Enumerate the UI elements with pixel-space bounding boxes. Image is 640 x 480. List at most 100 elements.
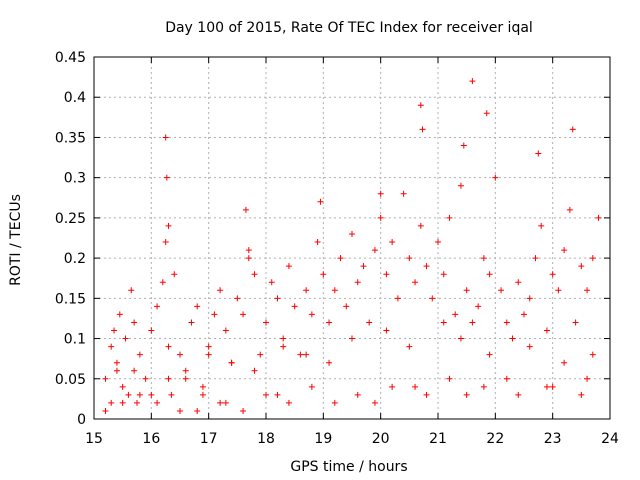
data-point xyxy=(486,351,493,358)
data-point xyxy=(509,335,516,342)
data-point xyxy=(549,271,556,278)
data-point xyxy=(555,287,562,294)
data-point xyxy=(194,407,201,414)
data-point xyxy=(148,391,155,398)
x-tick-label: 19 xyxy=(314,431,332,447)
x-axis-label: GPS time / hours xyxy=(290,459,407,475)
data-point xyxy=(469,319,476,326)
data-point xyxy=(285,399,292,406)
data-point xyxy=(394,295,401,302)
data-point xyxy=(119,383,126,390)
data-point xyxy=(297,351,304,358)
y-tick-label: 0.15 xyxy=(55,291,86,307)
data-point xyxy=(486,271,493,278)
data-point xyxy=(331,399,338,406)
data-points xyxy=(102,78,602,414)
data-point xyxy=(136,391,143,398)
data-point xyxy=(222,327,229,334)
data-point xyxy=(111,327,118,334)
x-tick-label: 16 xyxy=(142,431,160,447)
data-point xyxy=(303,287,310,294)
data-point xyxy=(360,263,367,270)
data-point xyxy=(354,391,361,398)
data-point xyxy=(113,367,120,374)
data-point xyxy=(263,391,269,398)
data-point xyxy=(457,182,464,189)
data-point xyxy=(317,198,324,205)
data-point xyxy=(280,335,287,342)
data-point xyxy=(131,319,138,326)
data-point xyxy=(125,391,132,398)
data-point xyxy=(242,206,249,213)
data-point xyxy=(406,255,413,262)
data-point xyxy=(308,311,315,318)
data-point xyxy=(182,375,189,382)
data-point xyxy=(217,399,224,406)
data-point xyxy=(371,399,378,406)
data-point xyxy=(102,407,109,414)
data-point xyxy=(159,279,166,286)
data-point xyxy=(171,271,178,278)
data-point xyxy=(446,375,453,382)
data-point xyxy=(199,383,206,390)
data-point xyxy=(569,126,576,133)
data-point xyxy=(240,311,247,318)
data-point xyxy=(326,319,333,326)
data-point xyxy=(417,102,424,109)
data-point xyxy=(177,351,183,358)
data-point xyxy=(566,206,573,213)
data-point xyxy=(228,359,235,366)
x-tick-label: 22 xyxy=(486,431,504,447)
data-point xyxy=(561,247,568,254)
plot-frame xyxy=(93,56,611,420)
data-point xyxy=(371,247,378,254)
data-point xyxy=(400,190,407,197)
data-point xyxy=(134,399,140,406)
data-point xyxy=(532,255,539,262)
data-point xyxy=(492,174,499,181)
x-tick-label: 17 xyxy=(200,431,218,447)
data-point xyxy=(108,399,115,406)
data-point xyxy=(257,351,264,358)
data-point xyxy=(366,319,373,326)
data-point xyxy=(423,263,430,270)
x-tick-label: 24 xyxy=(601,431,619,447)
axis-ticks: 15 16 17 18 19 20 21 22 23 24 0 0.05 0.1 0.15 0.2 0.25 0… xyxy=(55,50,619,447)
data-point xyxy=(285,263,292,270)
data-point xyxy=(412,279,419,286)
data-point xyxy=(480,255,487,262)
data-point xyxy=(274,295,281,302)
data-point xyxy=(543,327,550,334)
y-tick-label: 0.1 xyxy=(64,332,86,348)
data-point xyxy=(389,239,396,246)
data-point xyxy=(251,271,258,278)
data-point xyxy=(584,375,591,382)
data-point xyxy=(122,335,129,342)
data-point xyxy=(383,271,390,278)
data-point xyxy=(163,174,170,181)
data-point xyxy=(377,190,384,197)
data-point xyxy=(119,399,126,406)
data-point xyxy=(538,222,545,229)
data-point xyxy=(165,375,172,382)
data-point xyxy=(446,214,453,221)
data-point xyxy=(475,303,482,310)
data-point xyxy=(589,351,596,358)
data-point xyxy=(354,279,361,286)
data-point xyxy=(142,375,149,382)
data-point xyxy=(503,319,510,326)
data-point xyxy=(515,279,522,286)
data-point xyxy=(389,383,396,390)
data-point xyxy=(240,407,247,414)
data-point xyxy=(589,255,596,262)
data-point xyxy=(245,255,252,262)
data-point xyxy=(162,134,169,141)
y-tick-label: 0.35 xyxy=(55,130,86,146)
data-point xyxy=(194,303,201,310)
data-point xyxy=(515,391,522,398)
data-point xyxy=(162,239,169,246)
y-tick-label: 0.25 xyxy=(55,211,86,227)
data-point xyxy=(326,359,333,366)
data-point xyxy=(429,295,436,302)
